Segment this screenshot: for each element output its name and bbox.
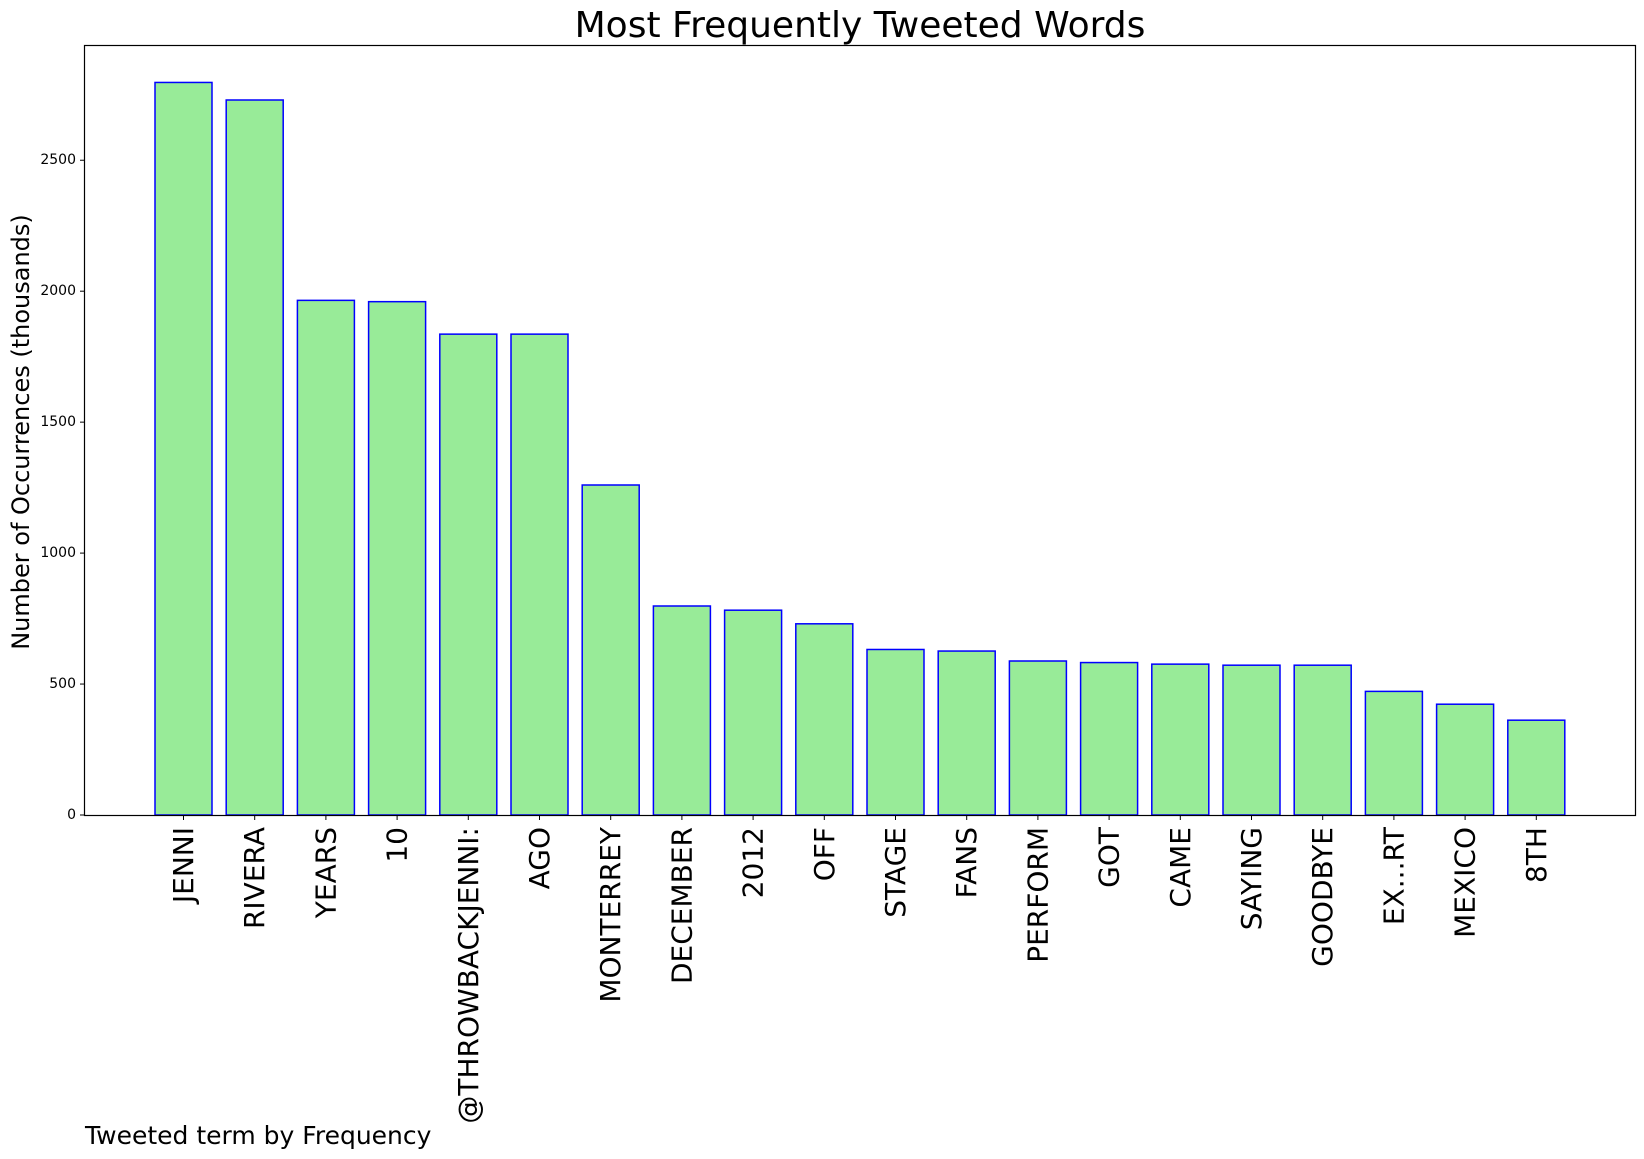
y-tick-label: 2000 [40,283,76,299]
bar-14 [1151,663,1210,816]
y-axis-label: Number of Occurrences (thousands) [7,214,35,650]
x-tick-label: 8TH [1520,827,1553,883]
bar-3 [367,300,427,816]
bar-11 [937,650,996,816]
bar-7 [652,605,712,816]
bar-16 [1293,664,1352,816]
x-tick-label: STAGE [879,827,912,918]
bar-15 [1222,664,1281,816]
bars [154,81,1566,816]
x-tick-label: CAME [1164,827,1197,908]
bar-0 [154,81,213,816]
x-tick-label: RIVERA [238,827,271,929]
bar-9 [795,623,854,816]
y-tick-label: 1500 [40,414,76,430]
x-tick-label: DECEMBER [665,827,698,984]
x-tick-label: GOT [1093,826,1126,888]
y-axis-ticks: 0 500 1000 1500 2000 2500 [40,152,85,823]
y-tick-label: 2500 [40,152,76,168]
x-tick-label: OFF [808,827,841,881]
bar-13 [1079,661,1139,816]
plot-frame [83,44,1637,817]
y-tick-label: 0 [67,807,76,823]
chart-title: Most Frequently Tweeted Words [575,5,1146,46]
bar-10 [866,648,925,816]
x-tick-label: PERFORM [1021,827,1054,963]
x-tick-label: 10 [381,827,414,863]
x-tick-label: YEARS [309,827,342,919]
y-tick-label: 500 [49,676,76,692]
bar-6 [581,484,640,816]
x-tick-label: EX...RT [1377,826,1410,925]
x-tick-label: 2012 [737,827,770,898]
bar-2 [296,299,356,816]
bar-12 [1008,660,1068,816]
x-tick-label: SAYING [1235,827,1268,930]
bar-19 [1507,719,1566,816]
x-tick-label: FANS [950,827,983,898]
x-tick-label: MEXICO [1449,827,1482,938]
x-tick-label: GOODBYE [1306,827,1339,967]
bar-4 [439,333,498,816]
x-tick-label: MONTERREY [594,826,627,1003]
bar-18 [1435,703,1495,816]
bar-17 [1364,690,1424,816]
x-axis-label: Tweeted term by Frequency [84,1121,432,1150]
bar-8 [723,609,783,816]
x-axis-ticks: JENNI RIVERA YEARS 10 @THROWBACKJENNI: AGO MON… [167,815,1553,1124]
bar-5 [510,333,569,816]
x-tick-label: @THROWBACKJENNI: [452,827,485,1124]
bar-1 [225,99,284,816]
y-tick-label: 1000 [40,545,76,561]
x-tick-label: JENNI [167,827,200,905]
x-tick-label: AGO [523,827,556,889]
